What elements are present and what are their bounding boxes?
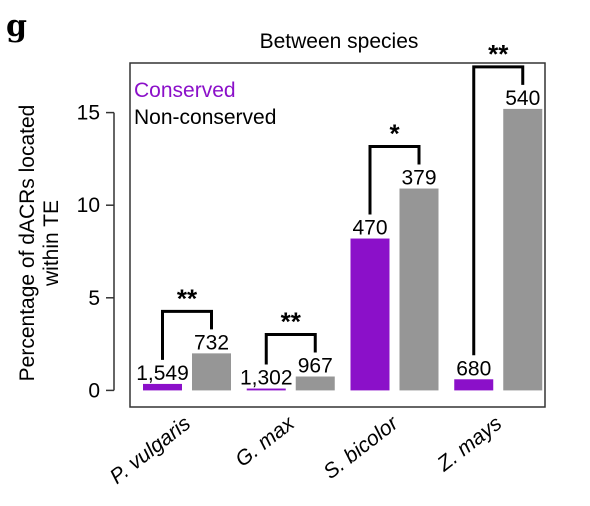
significance-bracket bbox=[264, 333, 317, 365]
bars bbox=[143, 108, 543, 391]
chart-title: Between species bbox=[260, 30, 419, 53]
bar-data-label: 379 bbox=[401, 167, 436, 190]
bar bbox=[350, 238, 390, 391]
bar-data-label: 470 bbox=[352, 217, 387, 240]
bar-data-label: 732 bbox=[194, 331, 229, 354]
y-tick-label: 15 bbox=[77, 102, 100, 125]
significance-brackets: ******* bbox=[161, 39, 525, 365]
x-tick-labels: P. vulgaris G. max S. bicolor Z. mays bbox=[106, 411, 507, 489]
x-tick-label: Z. mays bbox=[432, 412, 506, 477]
bar-data-label: 680 bbox=[456, 357, 491, 380]
bar bbox=[143, 383, 182, 391]
bar-data-label: 1,302 bbox=[240, 367, 293, 390]
panel-letter: g bbox=[6, 9, 27, 44]
y-tick-label: 0 bbox=[88, 379, 100, 402]
significance-bracket bbox=[161, 309, 213, 360]
bar-data-label: 540 bbox=[505, 87, 540, 110]
legend-conserved: Conserved bbox=[134, 79, 236, 102]
y-tick-label: 10 bbox=[77, 194, 100, 217]
bar bbox=[503, 108, 543, 391]
bar bbox=[399, 188, 439, 391]
x-tick-label: S. bicolor bbox=[319, 411, 403, 484]
bar-data-label: 967 bbox=[298, 355, 333, 378]
y-axis-label-line-2: within TE bbox=[40, 200, 63, 287]
bar bbox=[246, 388, 286, 391]
bar bbox=[295, 376, 335, 391]
significance-marker: ** bbox=[488, 39, 509, 69]
y-tick-label: 5 bbox=[88, 287, 100, 310]
significance-marker: ** bbox=[281, 307, 302, 337]
legend-non-conserved: Non-conserved bbox=[134, 106, 276, 129]
x-tick-label: G. max bbox=[231, 411, 300, 472]
significance-marker: ** bbox=[177, 283, 198, 313]
significance-bracket bbox=[368, 145, 421, 215]
significance-marker: * bbox=[389, 119, 400, 149]
y-axis-label-line-1: Percentage of dACRs located bbox=[16, 105, 39, 382]
bar bbox=[454, 379, 494, 391]
y-ticks: 0 5 10 15 bbox=[77, 102, 114, 402]
legend: Conserved Non-conserved bbox=[134, 79, 276, 129]
bar-data-label: 1,549 bbox=[136, 362, 189, 385]
significance-bracket bbox=[472, 65, 525, 356]
x-tick-label: P. vulgaris bbox=[106, 412, 196, 489]
plot-frame bbox=[129, 62, 546, 408]
bar bbox=[192, 353, 231, 391]
